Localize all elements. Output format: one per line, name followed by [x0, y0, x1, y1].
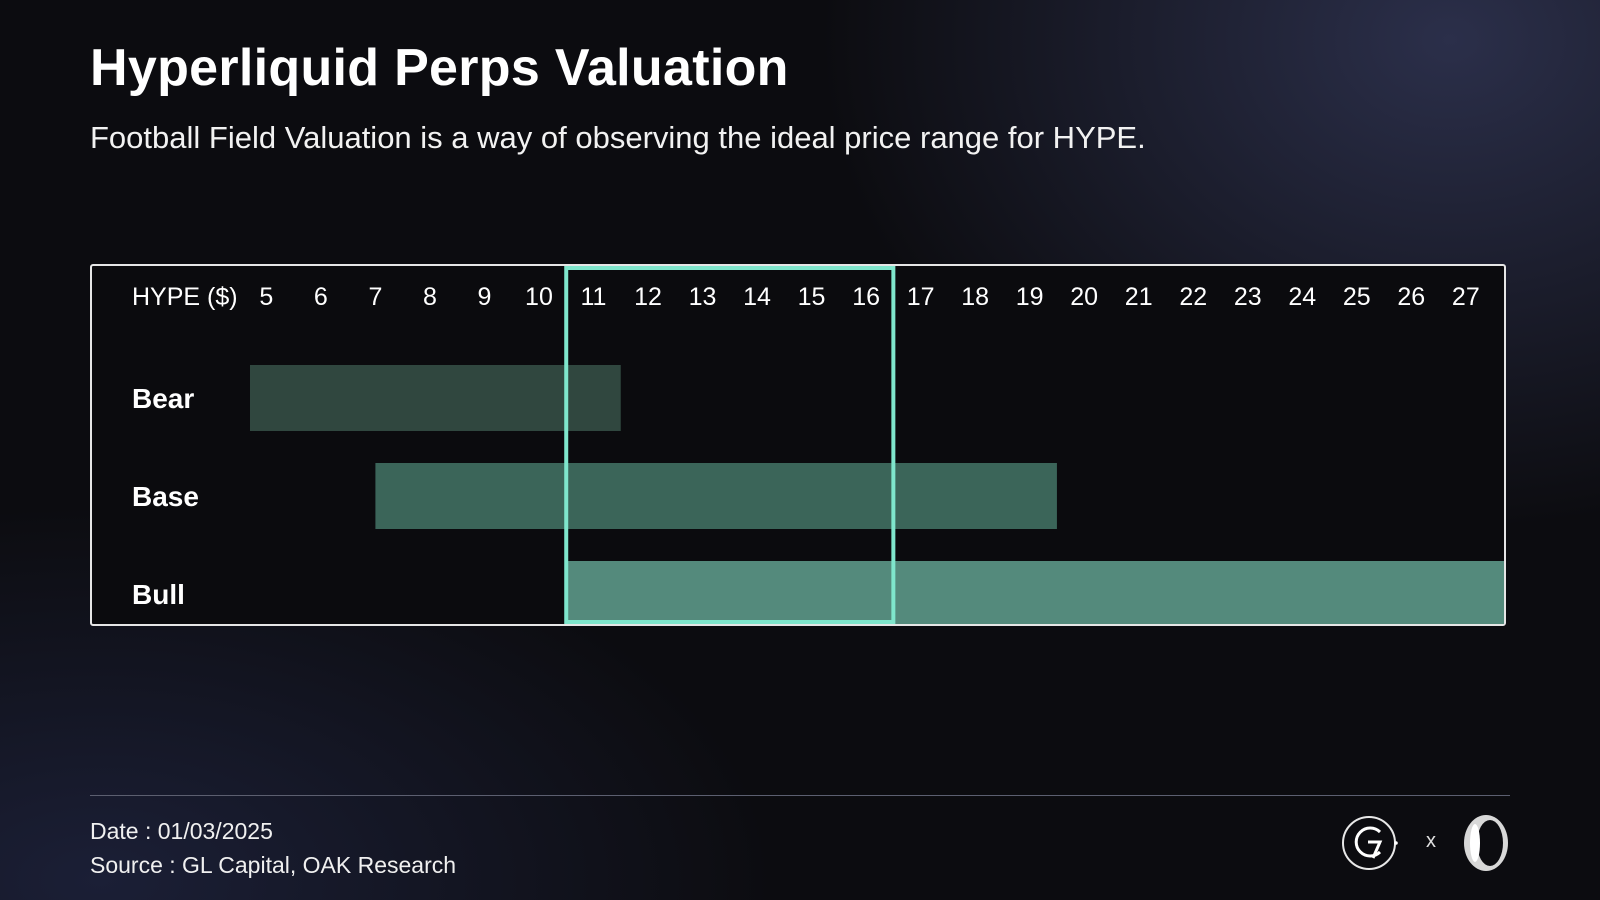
logo-separator: x	[1426, 830, 1436, 852]
tick-label: 23	[1234, 283, 1262, 311]
footer-source: Source : GL Capital, OAK Research	[90, 852, 457, 878]
partner-logos: x	[1340, 812, 1512, 874]
bar-bull	[566, 561, 1504, 624]
row-label-base: Base	[132, 481, 199, 512]
football-field-chart: HYPE ($) 5 6 7 8 9 10 11 12 13 14 15 16 17 18 19 20 21 22 2…	[90, 264, 1506, 626]
tick-label: 17	[907, 283, 935, 311]
tick-label: 25	[1343, 283, 1371, 311]
tick-label: 11	[581, 283, 607, 311]
tick-label: 19	[1016, 283, 1044, 311]
tick-label: 12	[634, 283, 662, 311]
footer-divider	[90, 795, 1510, 796]
tick-label: 21	[1125, 283, 1153, 311]
bar-base	[375, 463, 1057, 529]
tick-label: 26	[1397, 283, 1425, 311]
tick-label: 27	[1452, 283, 1480, 311]
oak-research-logo-icon	[1464, 815, 1508, 871]
tick-label: 18	[961, 283, 989, 311]
tick-label: 9	[477, 283, 491, 311]
tick-label: 20	[1070, 283, 1098, 311]
tick-label: 8	[423, 283, 437, 311]
page-subtitle: Football Field Valuation is a way of obs…	[90, 120, 1146, 155]
tick-label: 7	[368, 283, 382, 311]
row-label-bull: Bull	[132, 579, 185, 610]
row-label-bear: Bear	[132, 383, 194, 414]
footer-date: Date : 01/03/2025	[90, 818, 273, 844]
page-title: Hyperliquid Perps Valuation	[90, 39, 789, 97]
bar-bear	[250, 365, 621, 431]
gl-capital-logo-icon	[1342, 816, 1398, 870]
tick-label: 14	[743, 283, 771, 311]
chart-canvas: HYPE ($) 5 6 7 8 9 10 11 12 13 14 15 16 17 18 19 20 21 22 2…	[132, 266, 1504, 624]
tick-label: 15	[798, 283, 826, 311]
axis-title: HYPE ($)	[132, 283, 238, 311]
tick-label: 10	[525, 283, 553, 311]
tick-label: 16	[852, 283, 880, 311]
tick-label: 6	[314, 283, 328, 311]
ideal-range-highlight	[564, 266, 896, 624]
tick-label: 24	[1288, 283, 1316, 311]
tick-label: 13	[689, 283, 717, 311]
tick-label: 5	[259, 283, 273, 311]
tick-label: 22	[1179, 283, 1207, 311]
